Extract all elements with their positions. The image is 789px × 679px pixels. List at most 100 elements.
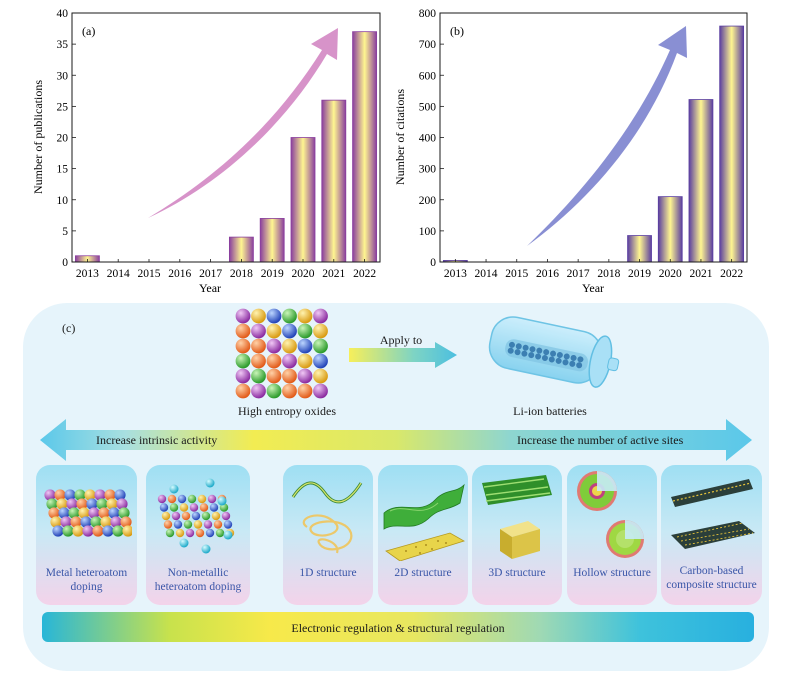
y-tick-label-500: 500 [419,101,437,113]
battery-particle [562,359,569,366]
lattice-atom [209,503,219,512]
oxide-sphere [251,383,266,399]
lattice-atom [104,489,116,501]
bar-2021 [688,99,714,263]
bar-2021 [321,99,347,263]
oxide-sphere [297,323,313,339]
lattice-atom [106,498,118,510]
x-tick-label-2013: 2013 [444,268,467,280]
lattice-atom [215,528,225,538]
y-tick-label-35: 35 [57,39,69,51]
card-label-2d: 2D structure [394,567,452,579]
lattice-atom [179,503,189,512]
oxide-sphere [313,383,328,399]
carbon-composite-illustration [671,479,755,549]
lattice-atom [173,520,183,529]
oxide-sphere [266,353,282,369]
y-tick-label-600: 600 [419,70,437,82]
lattice-atom [48,507,60,519]
oxide-sphere [266,308,282,324]
apply-to-caption: Apply to [379,333,423,347]
oxide-sphere [235,323,251,339]
oxide-sphere [235,383,251,399]
y-tick-label-25: 25 [57,101,69,113]
lattice-atom [195,528,205,538]
li-ion-battery-illustration [488,316,620,388]
y-tick-label-10: 10 [57,195,69,207]
metal-doping-illustration [44,489,132,537]
oxide-sphere [297,368,313,384]
lattice-atom [223,520,233,529]
plot-frame-b [439,12,748,263]
y-tick-label-20: 20 [57,133,69,145]
trend-arrow-a [148,28,338,218]
oxide-sphere [313,353,328,369]
lattice-atom [58,507,70,519]
x-tick-label-2018: 2018 [597,268,620,280]
bar-2022 [352,31,378,263]
oxide-sphere [282,383,297,399]
oxide-sphere [297,338,313,354]
oxide-sphere [282,353,297,369]
lattice-atom [177,494,187,504]
battery-particle [576,362,583,369]
x-tick-label-2016: 2016 [168,268,191,280]
bottom-regulation-bar [42,612,754,642]
card-carbon: Carbon-based composite structure [661,465,762,605]
y-tick-label-40: 40 [57,8,69,20]
lattice-atom [211,511,221,521]
nonmetal-doping-illustration [157,478,235,554]
lattice-atom [84,489,96,501]
oxide-sphere [266,338,282,354]
panel-label-c: (c) [62,321,76,335]
y-tick-label-400: 400 [419,133,437,145]
x-tick-label-2014: 2014 [475,268,498,280]
oxide-sphere [251,338,266,354]
x-axis-label-b: Year [582,281,604,295]
x-tick-label-2015: 2015 [505,268,528,280]
oxide-sphere [282,323,297,339]
oxide-sphere [266,323,282,339]
chart-citations: 2013 2014 2015 2016 2017 2018 2019 2020 2021 2022… [395,8,748,295]
battery-particle [543,349,550,356]
x-tick-label-2022: 2022 [720,268,743,280]
lattice-atom [167,494,177,504]
panel-label-a: (a) [82,24,95,38]
battery-particle [514,349,521,356]
lattice-atom [118,507,130,519]
card-1d: 1D structure [283,465,373,605]
x-tick-label-2022: 2022 [353,268,376,280]
y-tick-label-800: 800 [419,8,437,20]
battery-particle [522,344,529,351]
lattice-atom [187,494,197,504]
oxide-sphere [282,368,297,384]
x-tick-label-2017: 2017 [199,268,222,280]
lattice-atom [199,503,209,512]
x-tick-label-2016: 2016 [536,268,559,280]
lattice-atom [181,511,191,521]
y-tick-label-700: 700 [419,39,437,51]
card-label-3d: 3D structure [488,567,546,579]
bar-2018 [228,236,254,263]
lattice-atom [161,511,171,521]
lattice-atom [68,507,80,519]
lattice-atom [94,489,106,501]
increase-active-sites-text: Increase the number of active sites [517,433,684,447]
lattice-atom [221,511,231,521]
heteroatom [223,530,233,540]
lattice-atom [201,511,211,521]
bar-2020 [657,196,683,263]
lattice-atom [44,489,56,501]
1d-structure-illustration [291,481,363,554]
lattice-atom [205,528,215,538]
oxide-sphere [297,383,313,399]
battery-particle [577,356,584,363]
lattice-atom [64,489,76,501]
chart-publications: 2013 2014 2015 2016 2017 2018 2019 2020 2021 2022… [31,8,381,295]
y-tick-label-5: 5 [62,226,68,238]
plot-frame-a [71,12,381,263]
battery-particle [521,350,528,357]
lattice-atom [72,525,84,537]
card-label-carbon: Carbon-based composite structure [666,565,757,591]
card-metal-doping: Metal heteroatom doping [36,465,137,605]
